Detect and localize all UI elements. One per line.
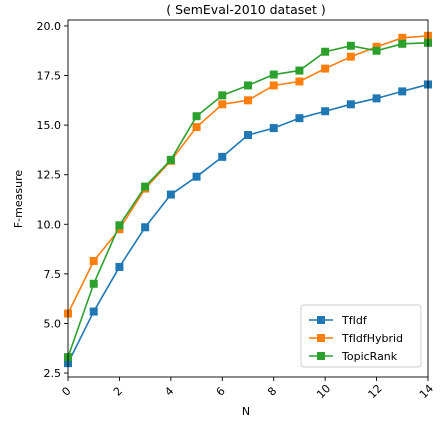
data-point xyxy=(89,256,98,265)
data-point xyxy=(269,81,278,90)
x-tick-label: 10 xyxy=(314,382,333,401)
data-point xyxy=(218,100,227,109)
data-point xyxy=(295,114,304,123)
data-point xyxy=(269,70,278,79)
y-tick-label: 2.5 xyxy=(44,367,62,380)
legend-marker xyxy=(317,352,325,360)
legend-label: TfIdfHybrid xyxy=(341,332,403,345)
x-tick-label: 2 xyxy=(111,384,125,398)
data-point xyxy=(141,182,150,191)
x-tick-label: 12 xyxy=(366,382,385,401)
y-tick-label: 15.0 xyxy=(37,119,62,132)
data-point xyxy=(244,96,252,105)
data-point xyxy=(346,100,355,109)
x-tick-label: 8 xyxy=(265,384,279,398)
x-tick-label: 14 xyxy=(417,382,436,401)
data-point xyxy=(192,123,201,132)
data-point xyxy=(115,221,124,230)
data-point xyxy=(141,223,150,232)
series-tfidfhybrid xyxy=(64,31,432,318)
data-point xyxy=(398,33,407,42)
data-point xyxy=(295,66,304,75)
data-point xyxy=(321,47,330,56)
data-point xyxy=(115,262,124,271)
data-point xyxy=(218,91,227,100)
data-point xyxy=(89,307,98,316)
data-point xyxy=(269,124,278,133)
x-tick-label: 0 xyxy=(59,384,73,398)
data-point xyxy=(398,39,407,48)
x-tick-label: 4 xyxy=(162,384,176,398)
data-point xyxy=(166,155,175,164)
y-tick-label: 17.5 xyxy=(37,70,62,83)
data-point xyxy=(321,107,330,116)
plot-frame xyxy=(67,19,429,378)
data-point xyxy=(346,52,355,61)
legend-marker xyxy=(317,316,325,324)
data-point xyxy=(372,94,381,103)
data-point xyxy=(192,172,201,181)
series-layer xyxy=(64,31,432,368)
data-point xyxy=(372,46,381,55)
x-axis-label: N xyxy=(242,405,250,418)
data-point xyxy=(295,77,304,86)
y-axis-label: F-measure xyxy=(12,170,25,229)
data-point xyxy=(166,190,175,199)
x-tick-label: 6 xyxy=(214,384,228,398)
y-tick-label: 20.0 xyxy=(37,20,62,33)
data-point xyxy=(398,87,407,96)
y-tick-label: 7.5 xyxy=(44,268,62,281)
data-point xyxy=(321,64,330,73)
series-line xyxy=(67,35,429,314)
data-point xyxy=(244,131,252,140)
chart-title: ( SemEval-2010 dataset ) xyxy=(166,2,326,17)
y-tick-label: 10.0 xyxy=(37,218,62,231)
legend-label: TopicRank xyxy=(341,350,398,363)
data-point xyxy=(346,41,355,50)
data-point xyxy=(89,279,98,288)
legend-label: TfIdf xyxy=(341,314,368,327)
y-tick-label: 12.5 xyxy=(37,169,62,182)
data-point xyxy=(244,81,252,90)
legend-marker xyxy=(317,334,325,342)
data-point xyxy=(192,112,201,121)
y-tick-label: 5.0 xyxy=(44,317,62,330)
data-point xyxy=(218,152,227,161)
legend: TfIdf TfIdfHybrid TopicRank xyxy=(300,304,422,368)
